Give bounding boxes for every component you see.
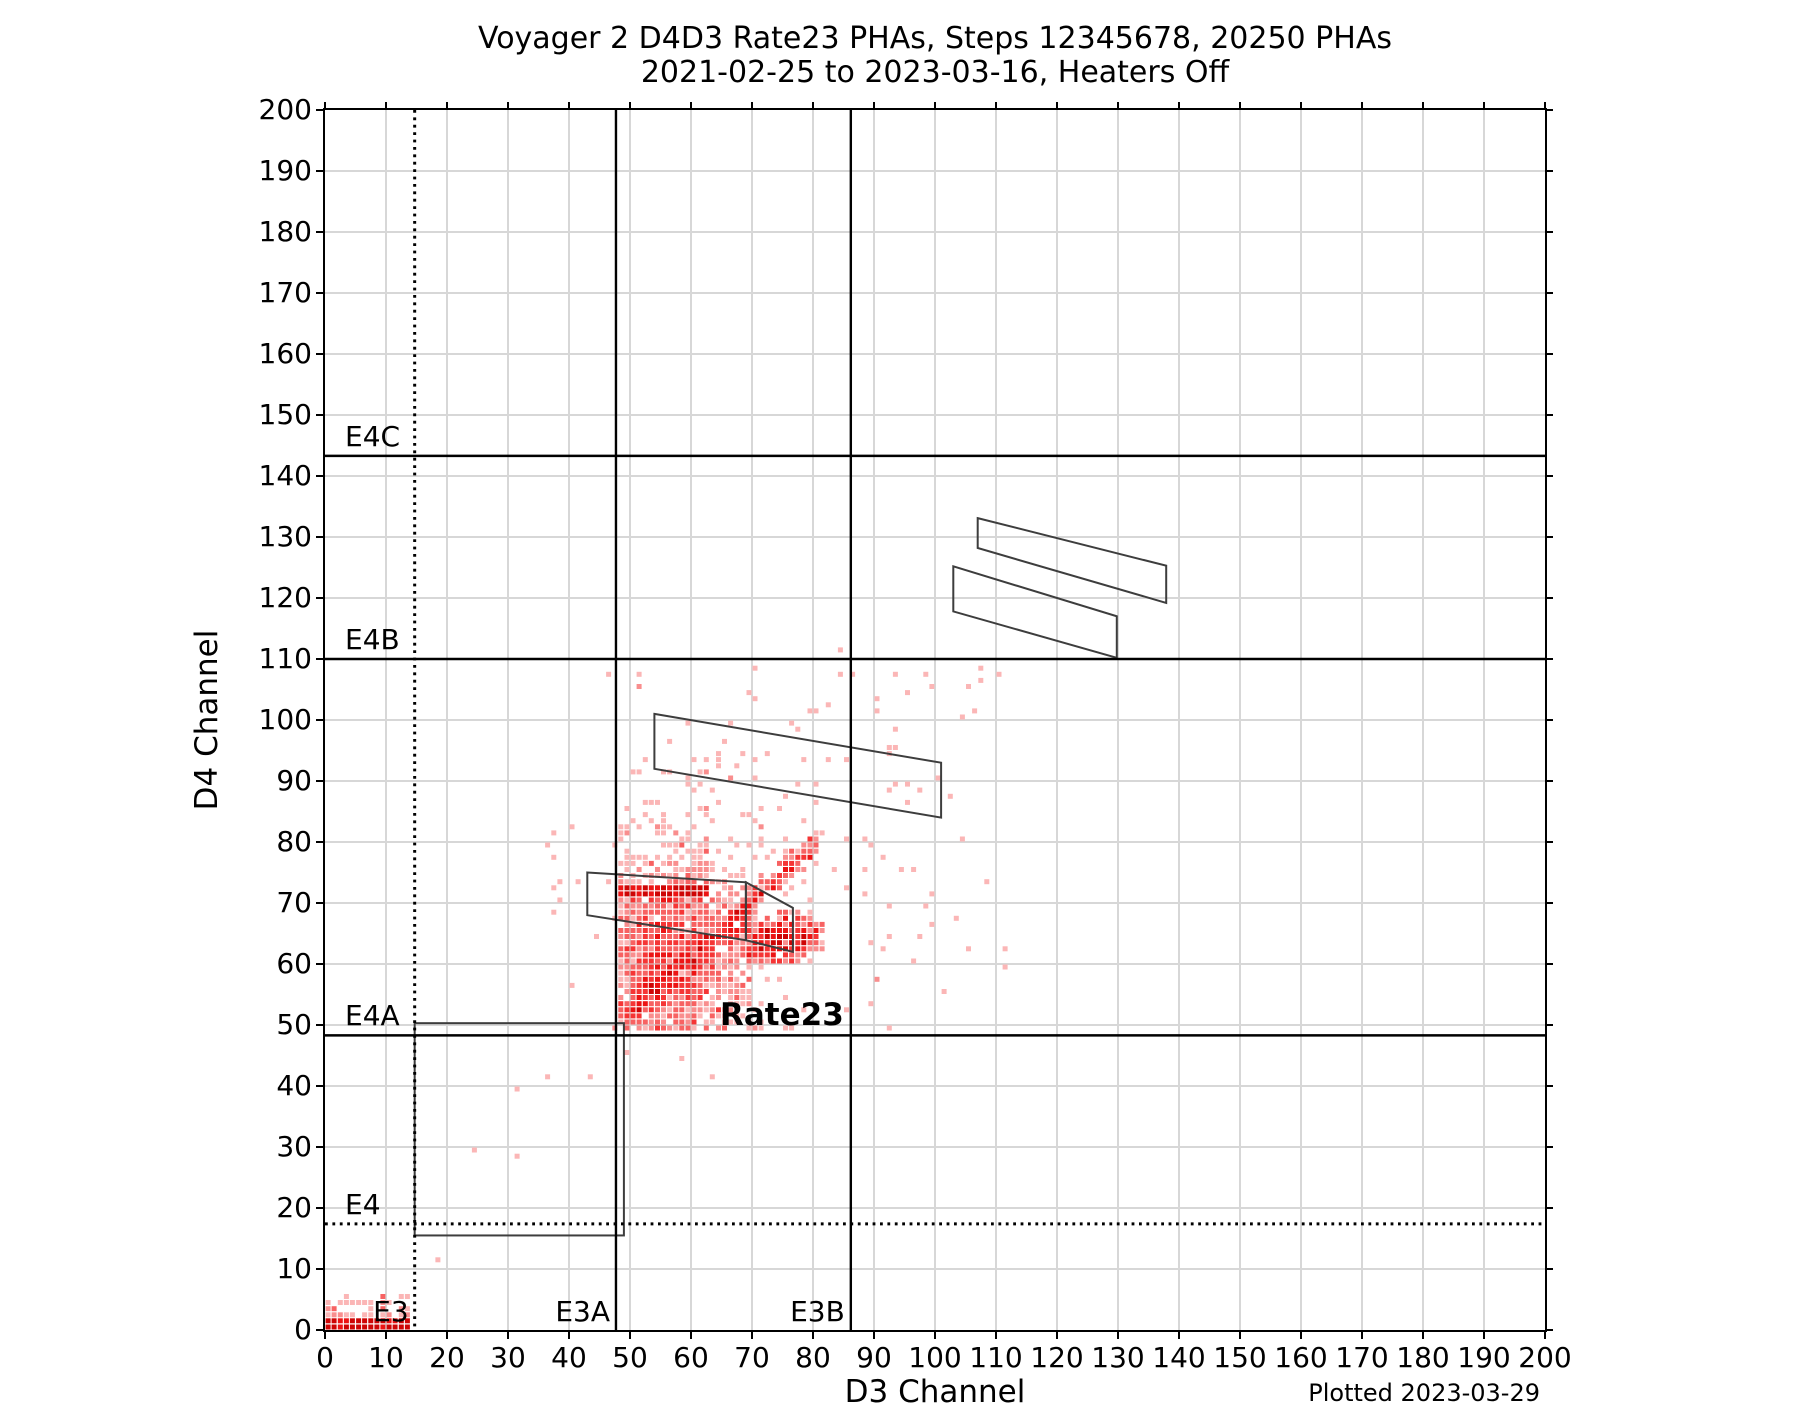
- y-tick-label: 60: [276, 947, 312, 980]
- x-tick-label: 130: [1091, 1341, 1145, 1374]
- y-tick-label: 20: [276, 1191, 312, 1224]
- y-tick-label: 10: [276, 1252, 312, 1285]
- y-tick-label: 0: [294, 1313, 312, 1346]
- rate23-annotation: Rate23: [720, 997, 844, 1033]
- x-tick-label: 60: [673, 1341, 709, 1374]
- x-axis-title: D3 Channel: [844, 1374, 1026, 1410]
- overlay-polygon: [976, 516, 1168, 605]
- region-label-e4b: E4B: [345, 623, 400, 656]
- region-label-e3: E3: [373, 1295, 409, 1328]
- overlay-box: [413, 1022, 625, 1237]
- y-tick-label: 180: [258, 215, 312, 248]
- chart-title-line1: Voyager 2 D4D3 Rate23 PHAs, Steps 123456…: [478, 21, 1392, 56]
- x-tick-label: 140: [1152, 1341, 1206, 1374]
- x-tick-label: 10: [368, 1341, 404, 1374]
- x-tick-label: 180: [1396, 1341, 1450, 1374]
- x-tick-label: 20: [429, 1341, 465, 1374]
- x-tick-label: 70: [734, 1341, 770, 1374]
- region-label-e4c: E4C: [345, 419, 401, 453]
- region-label-e4a: E4A: [345, 999, 400, 1033]
- x-tick-label: 40: [551, 1341, 587, 1374]
- overlay-polygon: [952, 564, 1118, 660]
- y-tick-label: 150: [258, 398, 312, 431]
- overlay-polygon: [744, 880, 794, 954]
- x-tick-label: 30: [490, 1341, 526, 1374]
- gridlines: [325, 110, 1545, 1330]
- x-tick-label: 190: [1457, 1341, 1511, 1374]
- y-tick-label: 200: [258, 93, 312, 126]
- x-tick-label: 80: [795, 1341, 831, 1374]
- y-tick-label: 120: [258, 581, 312, 614]
- y-tick-label: 160: [258, 337, 312, 370]
- y-tick-label: 100: [258, 703, 312, 736]
- x-tick-label: 0: [316, 1341, 334, 1374]
- y-tick-label: 130: [258, 520, 312, 553]
- y-tick-label: 50: [276, 1008, 312, 1041]
- plotted-date-note: Plotted 2023-03-29: [1308, 1379, 1540, 1407]
- y-tick-label: 190: [258, 154, 312, 187]
- y-tick-label: 110: [258, 642, 312, 675]
- x-tick-label: 150: [1213, 1341, 1267, 1374]
- y-tick-label: 40: [276, 1069, 312, 1102]
- x-tick-label: 160: [1274, 1341, 1328, 1374]
- y-tick-label: 170: [258, 276, 312, 309]
- x-tick-label: 100: [908, 1341, 962, 1374]
- region-lines: [325, 110, 1545, 1330]
- x-tick-label: 200: [1518, 1341, 1572, 1374]
- y-tick-label: 30: [276, 1130, 312, 1163]
- y-tick-label: 90: [276, 764, 312, 797]
- x-tick-label: 50: [612, 1341, 648, 1374]
- y-axis-title: D4 Channel: [189, 629, 225, 811]
- chart-title-line2: 2021-02-25 to 2023-03-16, Heaters Off: [640, 55, 1230, 90]
- y-tick-label: 140: [258, 459, 312, 492]
- region-label-e4: E4: [345, 1187, 381, 1221]
- x-tick-label: 110: [969, 1341, 1023, 1374]
- x-tick-label: 120: [1030, 1341, 1084, 1374]
- x-tick-label: 90: [856, 1341, 892, 1374]
- heatmap-points: [325, 647, 1008, 1330]
- overlay-polygon: [653, 712, 943, 819]
- x-tick-label: 170: [1335, 1341, 1389, 1374]
- region-label-e3a: E3A: [555, 1295, 610, 1328]
- region-label-e3b: E3B: [790, 1295, 845, 1328]
- y-tick-label: 70: [276, 886, 312, 919]
- y-tick-label: 80: [276, 825, 312, 858]
- axes-frame: [316, 102, 1553, 1339]
